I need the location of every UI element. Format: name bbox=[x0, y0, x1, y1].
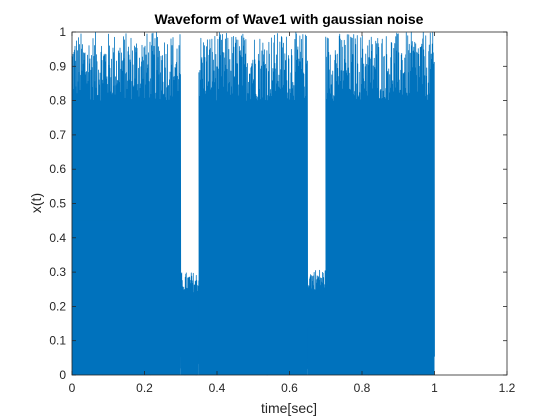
x-tick-label: 0 bbox=[69, 381, 76, 395]
x-tick-label: 0.6 bbox=[281, 381, 298, 395]
waveform-segment-0-4 bbox=[325, 31, 435, 376]
y-tick-label: 0.2 bbox=[49, 299, 66, 313]
y-axis-label: x(t) bbox=[28, 193, 44, 213]
y-tick-label: 0.6 bbox=[49, 162, 66, 176]
waveform-core-0-0 bbox=[72, 220, 181, 375]
x-axis-ticks: 0 0.2 0.4 0.6 0.8 1 1.2 bbox=[69, 32, 516, 395]
waveform-core-0-3 bbox=[307, 327, 326, 375]
x-tick-label: 1 bbox=[431, 381, 438, 395]
y-tick-label: 0.9 bbox=[49, 59, 66, 73]
y-tick-label: 0.5 bbox=[49, 197, 66, 211]
x-tick-label: 1.2 bbox=[499, 381, 516, 395]
waveform-core-0-1 bbox=[180, 328, 199, 375]
x-tick-label: 0.2 bbox=[136, 381, 153, 395]
y-tick-label: 0.8 bbox=[49, 94, 66, 108]
y-tick-label: 0.1 bbox=[49, 334, 66, 348]
y-tick-label: 1 bbox=[59, 25, 66, 39]
waveform-core-0-4 bbox=[325, 220, 435, 375]
x-tick-label: 0.4 bbox=[209, 381, 226, 395]
y-tick-label: 0.4 bbox=[49, 231, 66, 245]
y-tick-label: 0.3 bbox=[49, 265, 66, 279]
y-tick-label: 0 bbox=[59, 368, 66, 382]
plot-area bbox=[71, 31, 508, 376]
waveform-core-0-2 bbox=[198, 220, 308, 375]
x-axis-label: time[sec] bbox=[261, 400, 317, 416]
chart-title: Waveform of Wave1 with gaussian noise bbox=[155, 11, 424, 27]
x-tick-label: 0.8 bbox=[354, 381, 371, 395]
y-tick-label: 0.7 bbox=[49, 128, 66, 142]
y-axis-ticks: 0 0.1 0.2 0.3 0.4 0.5 0.6 0.7 0.8 0.9 1 bbox=[49, 25, 507, 382]
